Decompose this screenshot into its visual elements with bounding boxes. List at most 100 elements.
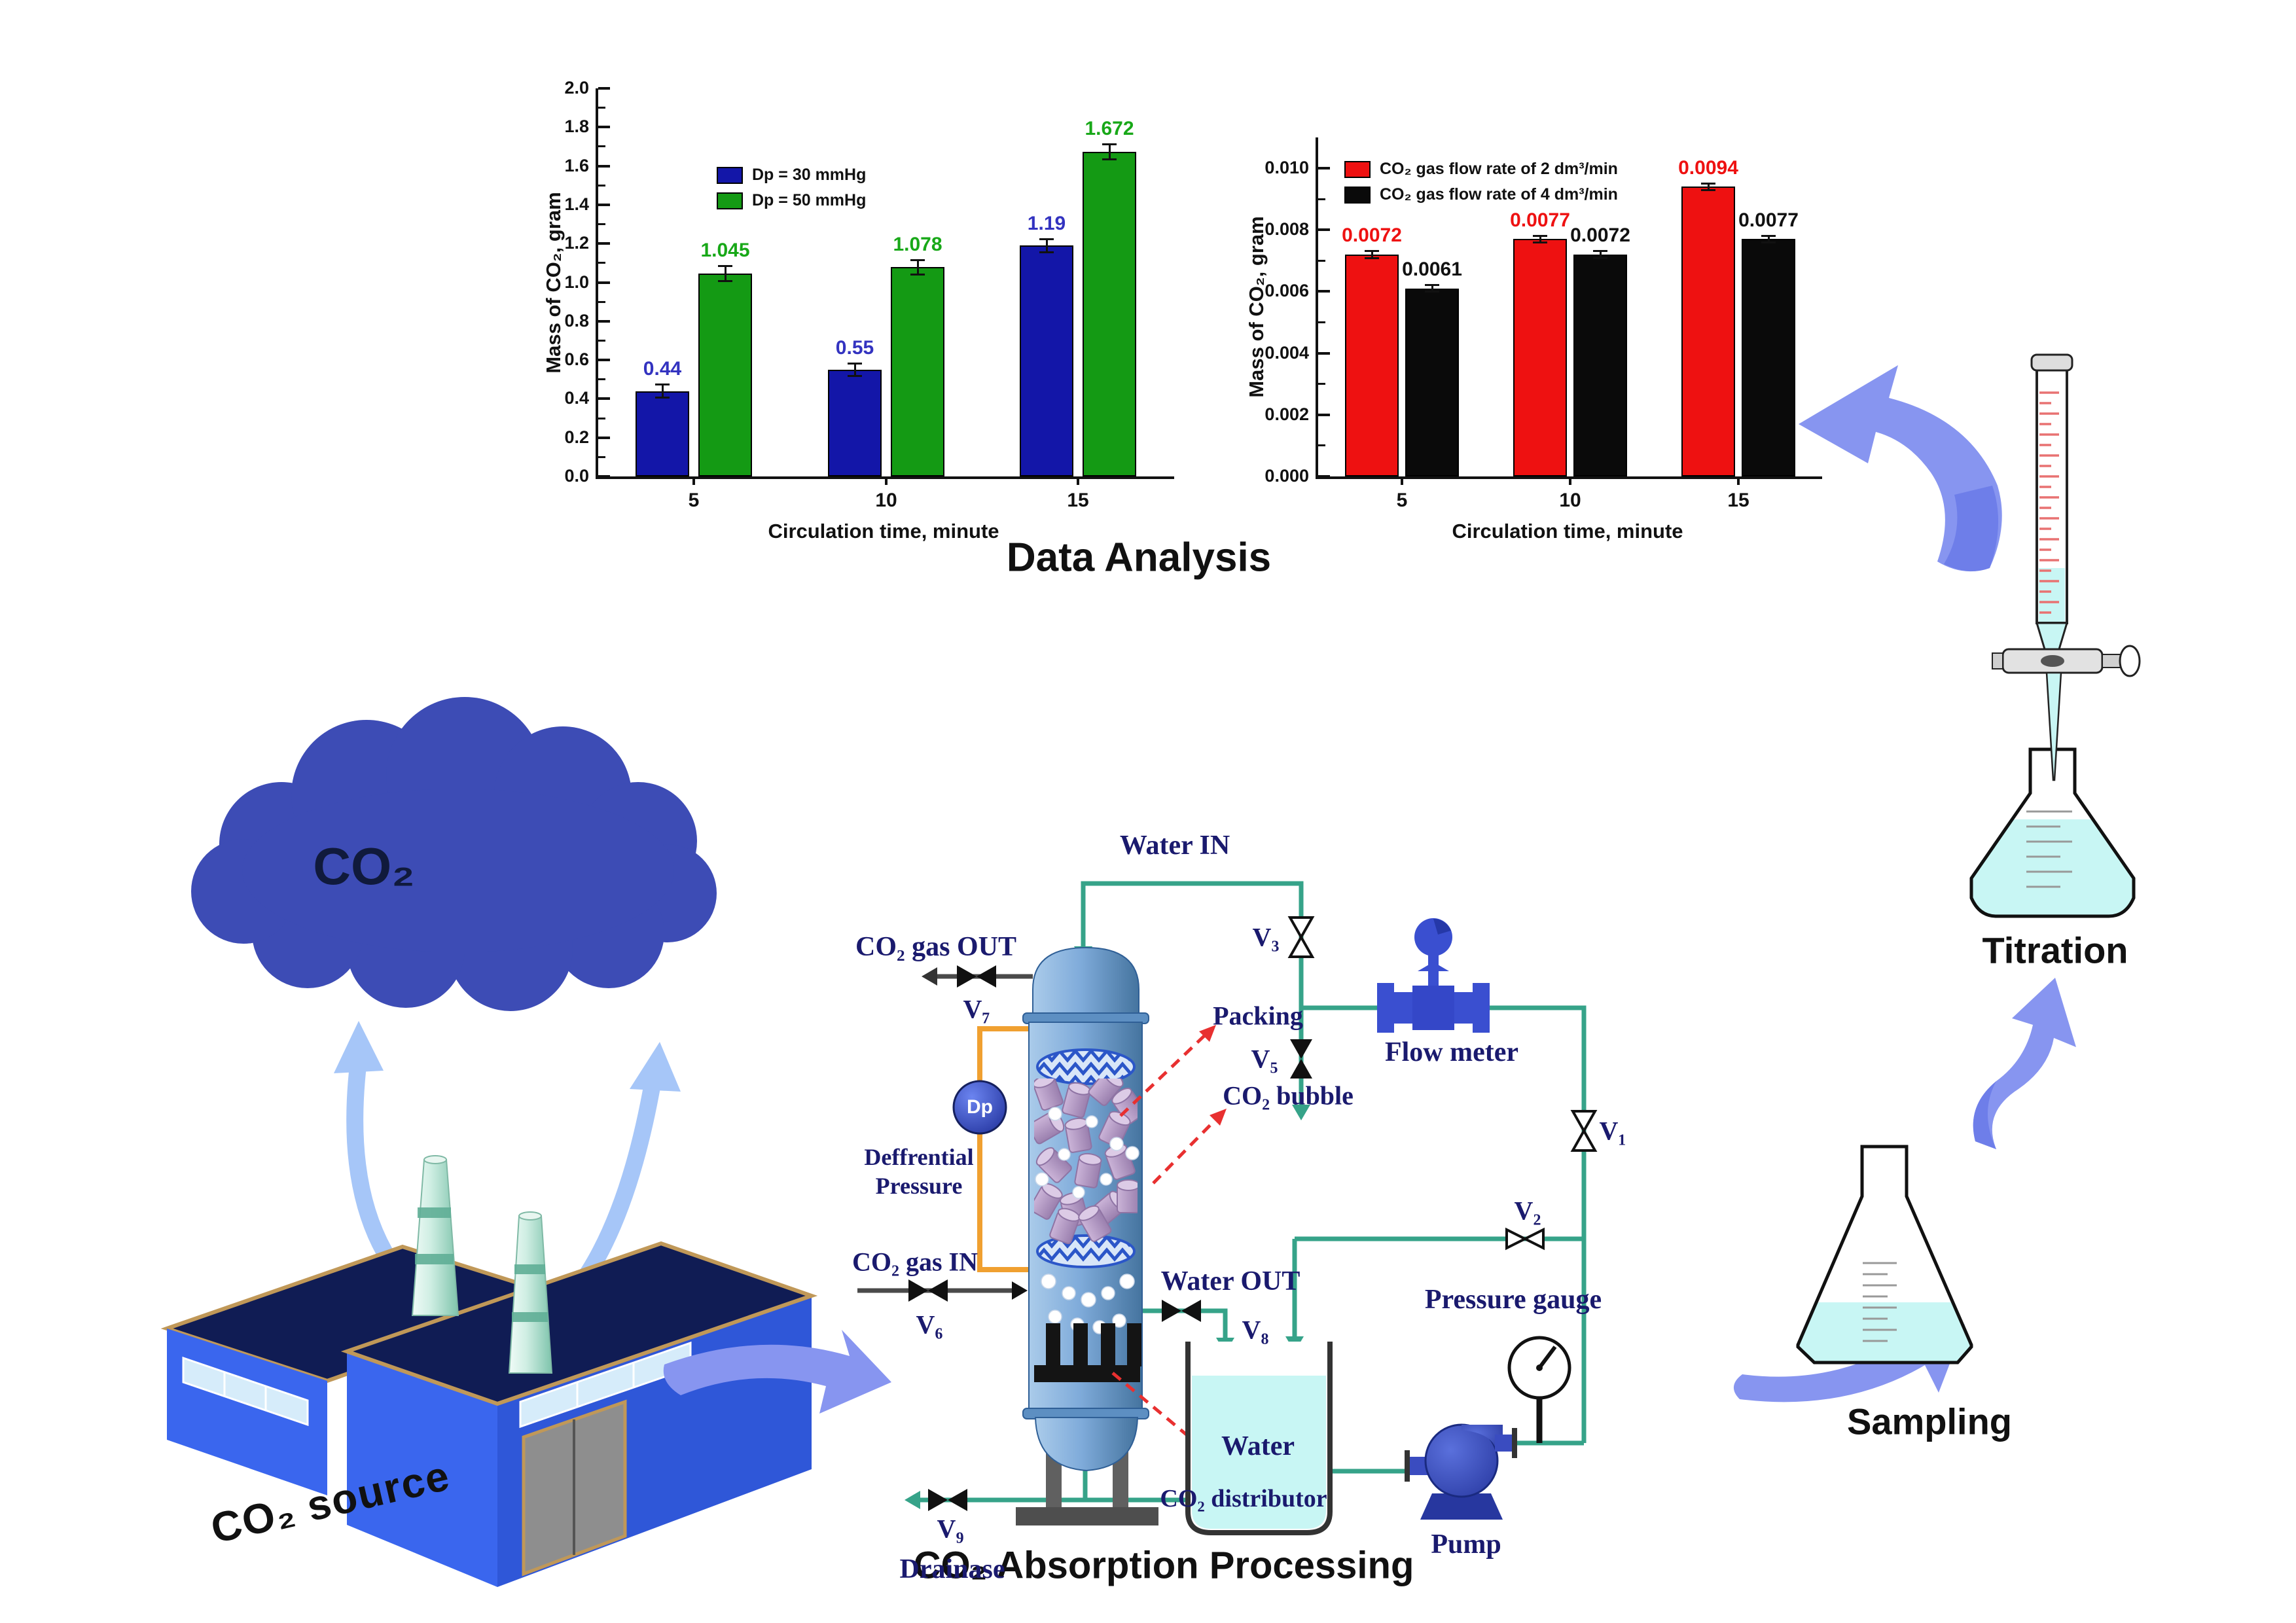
x-tick bbox=[885, 476, 888, 485]
valve-v5-label: V₅ bbox=[1251, 1044, 1278, 1074]
error-bar-cap bbox=[1039, 238, 1054, 240]
valve-v3-label: V₃ bbox=[1252, 922, 1280, 952]
y-tick-label: 1.0 bbox=[564, 272, 589, 292]
error-bar-cap bbox=[910, 259, 925, 261]
bar-5-1 bbox=[698, 274, 752, 476]
pressure-gauge-label: Pressure gauge bbox=[1424, 1285, 1602, 1315]
y-minor-tick bbox=[598, 184, 605, 187]
y-minor-tick bbox=[598, 300, 605, 303]
y-minor-tick bbox=[598, 378, 605, 381]
bar-value-label: 0.0072 bbox=[1342, 224, 1402, 247]
co2-gas-out-label: CO₂ gas OUT bbox=[855, 932, 1016, 962]
y-minor-tick bbox=[598, 223, 605, 226]
y-tick bbox=[1318, 475, 1330, 478]
smoke-arrowheads bbox=[334, 1021, 681, 1092]
bar-value-label: 0.55 bbox=[835, 336, 874, 359]
y-tick bbox=[598, 281, 610, 284]
bar-5-0 bbox=[636, 391, 689, 476]
sampling-flask bbox=[1796, 1145, 1973, 1364]
bar-15-0 bbox=[1020, 245, 1073, 476]
gas-in-arrowhead bbox=[1012, 1281, 1028, 1300]
y-tick bbox=[598, 164, 610, 168]
error-bar bbox=[1767, 235, 1770, 243]
bar-value-label: 0.0077 bbox=[1510, 209, 1570, 231]
co2-distributor-label: CO₂ distributor bbox=[1160, 1485, 1327, 1512]
y-tick-label: 1.4 bbox=[564, 194, 589, 214]
y-tick bbox=[1318, 351, 1330, 355]
bar-value-label: 0.0077 bbox=[1738, 209, 1799, 231]
packing-label: Packing bbox=[1213, 1001, 1303, 1031]
error-bar bbox=[1431, 285, 1433, 293]
y-tick bbox=[1318, 413, 1330, 416]
error-bar bbox=[724, 266, 726, 282]
bar-chart-mass-vs-time-by-flow-rate: 0.000 0.002 0.004 0.006 0.008 0.010 0.0072 0.00… bbox=[1230, 108, 1852, 546]
flow-arrow-factory-to-process bbox=[663, 1330, 891, 1414]
y-tick-label: 0.004 bbox=[1265, 342, 1309, 363]
y-tick bbox=[1318, 167, 1330, 170]
valve-v8-label: V₈ bbox=[1242, 1315, 1269, 1345]
legend: CO₂ gas flow rate of 2 dm³/min CO₂ gas fl… bbox=[1344, 160, 1618, 204]
bar-value-label: 1.19 bbox=[1027, 212, 1066, 234]
legend-swatch bbox=[717, 192, 743, 209]
bar-10-0 bbox=[828, 369, 882, 476]
error-bar-cap bbox=[1761, 234, 1776, 237]
drainase-label: Drainase bbox=[899, 1554, 1005, 1584]
y-tick-label: 2.0 bbox=[564, 78, 589, 98]
chimney-icons bbox=[411, 1155, 553, 1374]
y-tick bbox=[598, 87, 610, 90]
valve-v2-label: V₂ bbox=[1514, 1196, 1541, 1226]
bar-chart-mass-vs-time-by-pressure: 0.0 0.2 0.4 0.6 0.8 1.0 1.2 1.4 1.6 1.8 2.0 0.44 1.0… bbox=[537, 59, 1185, 546]
gas-out-arrowhead bbox=[922, 967, 937, 986]
error-bar bbox=[1108, 144, 1111, 160]
dp-tap-lines bbox=[977, 1026, 1033, 1272]
flow-meter-label: Flow meter bbox=[1384, 1037, 1519, 1067]
error-bar bbox=[661, 384, 664, 398]
bar-15-0 bbox=[1681, 187, 1735, 476]
y-tick-label: 1.8 bbox=[564, 116, 589, 137]
y-tick bbox=[598, 436, 610, 439]
valve-v9-label: V₉ bbox=[937, 1514, 964, 1544]
flow-arrow-sampling-to-titration bbox=[1973, 978, 2076, 1149]
absorption-title: CO₂ Absorption Processing bbox=[913, 1544, 1414, 1587]
y-minor-tick bbox=[598, 107, 605, 109]
y-minor-tick bbox=[1318, 259, 1325, 262]
y-minor-tick bbox=[1318, 198, 1325, 200]
gas-distributor bbox=[1034, 1323, 1141, 1382]
bar-value-label: 1.045 bbox=[700, 240, 750, 262]
bar-value-label: 1.078 bbox=[893, 233, 942, 255]
valve-v7-label: V₇ bbox=[963, 994, 990, 1024]
pressure-gauge-icon bbox=[1507, 1336, 1571, 1443]
y-tick-label: 0.6 bbox=[564, 349, 589, 370]
x-axis-label: Circulation time, minute bbox=[1452, 520, 1683, 543]
legend-swatch bbox=[1344, 160, 1371, 178]
error-bar-cap bbox=[848, 362, 862, 365]
legend-row: Dp = 50 mmHg bbox=[717, 191, 866, 210]
y-tick bbox=[598, 126, 610, 129]
error-bar-cap bbox=[1365, 250, 1379, 253]
bar-value-label: 0.0072 bbox=[1570, 224, 1630, 247]
co2-gas-in-label: CO₂ gas IN bbox=[852, 1247, 978, 1277]
absorption-column bbox=[1016, 946, 1158, 1525]
y-tick bbox=[598, 319, 610, 323]
error-bar-cap bbox=[1039, 251, 1054, 253]
y-tick-label: 0.006 bbox=[1265, 281, 1309, 301]
legend-row: CO₂ gas flow rate of 2 dm³/min bbox=[1344, 160, 1618, 179]
data-analysis-title: Data Analysis bbox=[1006, 535, 1272, 580]
dp-transmitter-icon bbox=[952, 1080, 1007, 1135]
error-bar-cap bbox=[1761, 241, 1776, 244]
y-tick bbox=[598, 475, 610, 478]
y-minor-tick bbox=[1318, 321, 1325, 324]
factory-illustration bbox=[160, 1155, 818, 1587]
flow-arrow-titration-to-analysis bbox=[1799, 365, 2002, 572]
error-bar bbox=[1599, 251, 1602, 259]
error-bar-cap bbox=[848, 375, 862, 378]
legend-swatch bbox=[717, 166, 743, 184]
bar-15-1 bbox=[1742, 239, 1795, 476]
y-tick-label: 0.008 bbox=[1265, 219, 1309, 240]
legend-label: CO₂ gas flow rate of 2 dm³/min bbox=[1380, 160, 1618, 178]
x-category-label: 10 bbox=[875, 490, 897, 511]
y-tick-label: 0.000 bbox=[1265, 466, 1309, 486]
y-tick bbox=[598, 242, 610, 245]
y-tick-label: 0.8 bbox=[564, 310, 589, 330]
